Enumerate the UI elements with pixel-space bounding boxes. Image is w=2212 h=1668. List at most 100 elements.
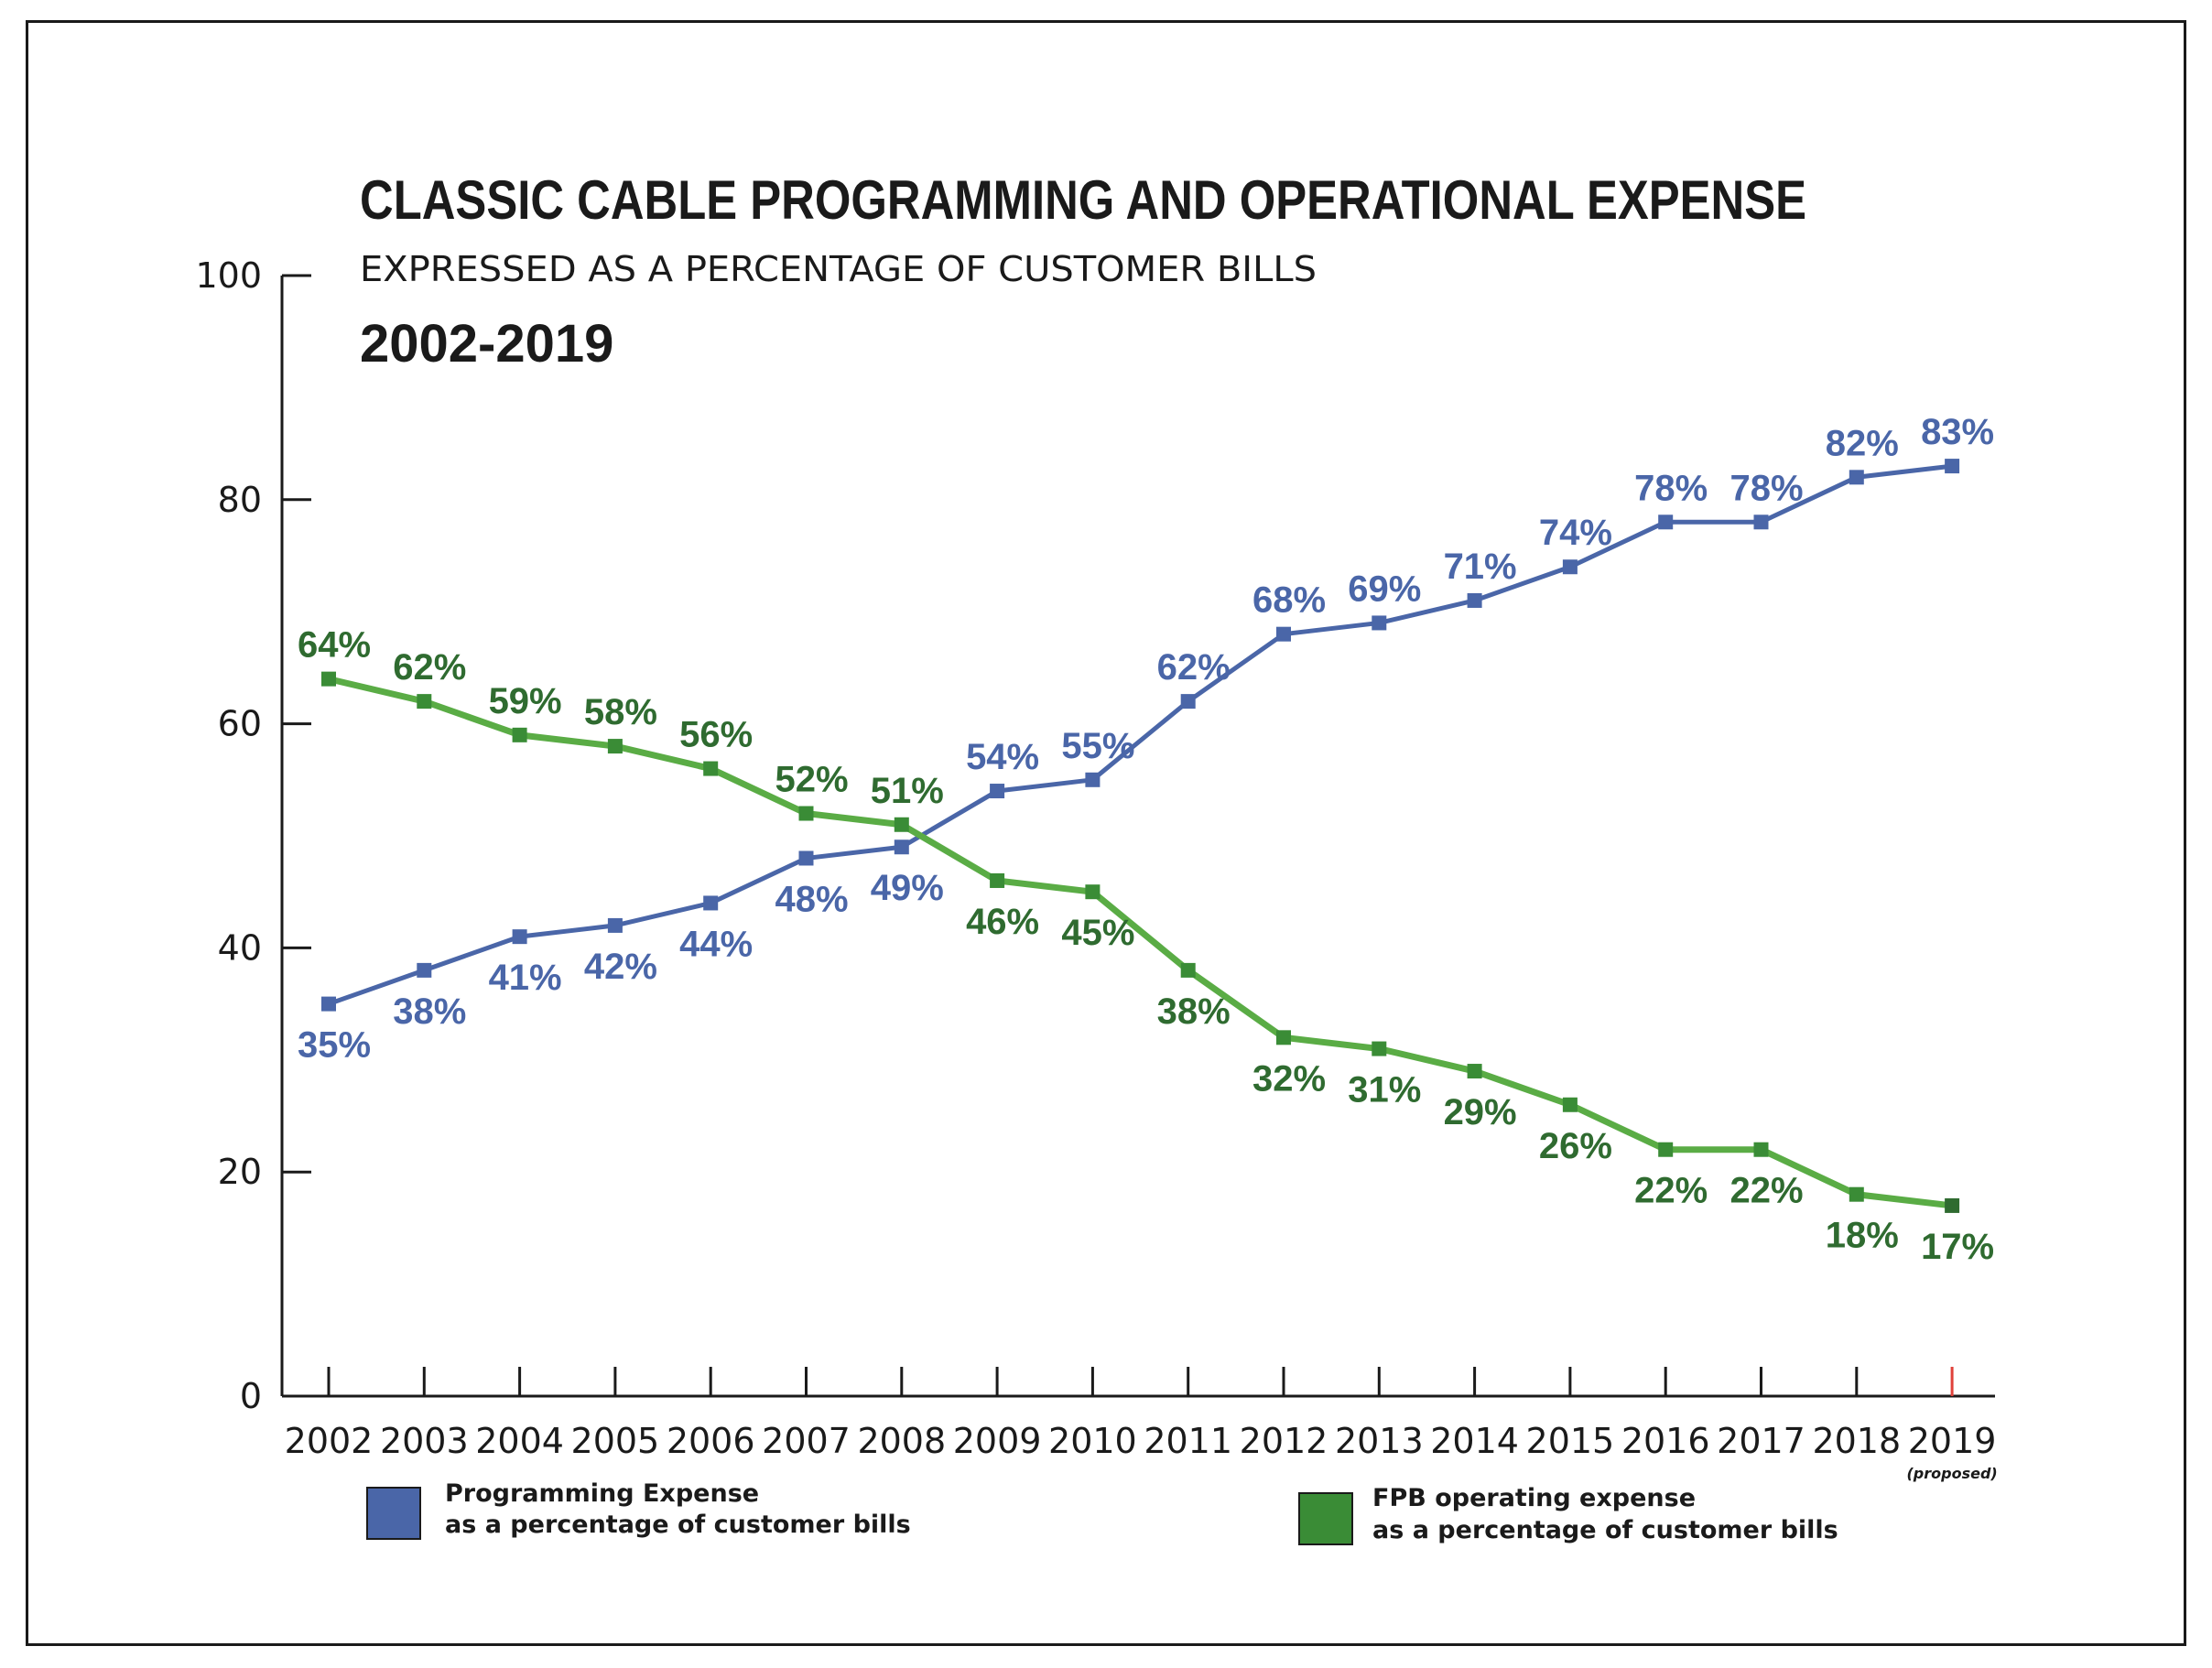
data-point	[894, 817, 909, 832]
data-point	[1658, 514, 1674, 530]
data-point	[321, 996, 336, 1012]
data-point	[417, 962, 432, 978]
data-point	[417, 694, 432, 709]
data-point	[1753, 1142, 1769, 1157]
data-label: 78%	[1634, 468, 1708, 508]
data-label: 68%	[1252, 580, 1326, 621]
legend-swatch-fpb	[1298, 1492, 1353, 1545]
x-tick-label: 2018	[1812, 1421, 1901, 1461]
data-point	[1753, 514, 1769, 530]
axes: 0 20 40 60 80 100 2002 2003 2004 2005 2006 2007 2008…	[195, 255, 1997, 1482]
series-lines	[328, 463, 1953, 1209]
x-tick-label: 2008	[857, 1421, 946, 1461]
data-label: 54%	[966, 737, 1039, 777]
legend-label-fpb: FPB operating expense	[1372, 1484, 1696, 1512]
data-label: 55%	[1061, 726, 1134, 766]
data-label: 69%	[1348, 569, 1421, 609]
data-label: 48%	[775, 879, 848, 919]
data-label: 52%	[775, 760, 848, 800]
data-label: 56%	[679, 715, 753, 755]
data-point	[1085, 884, 1101, 900]
x-tick-label: 2017	[1717, 1421, 1805, 1461]
data-label: 46%	[966, 902, 1039, 942]
x-tick-label: 2014	[1430, 1421, 1519, 1461]
data-point	[1372, 615, 1387, 631]
x-tick-label: 2019	[1908, 1421, 1997, 1461]
data-label: 74%	[1539, 513, 1612, 553]
x-tick-label: 2016	[1621, 1421, 1710, 1461]
data-point	[1849, 470, 1864, 485]
data-label: 38%	[393, 991, 466, 1032]
data-point	[990, 872, 1005, 888]
data-point	[703, 895, 719, 911]
data-point	[1180, 962, 1196, 978]
data-point	[321, 671, 336, 687]
data-point	[1467, 592, 1482, 608]
x-tick-label: 2009	[953, 1421, 1042, 1461]
legend-label-programming: Programming Expense	[445, 1479, 759, 1508]
y-tick-label: 40	[218, 927, 262, 968]
data-label: 22%	[1729, 1171, 1803, 1211]
y-tick-label: 60	[218, 704, 262, 744]
x-tick-label: 2005	[571, 1421, 660, 1461]
y-tick-label: 100	[195, 255, 262, 296]
data-label: 62%	[1157, 647, 1231, 688]
data-point	[1276, 626, 1291, 642]
data-label: 17%	[1921, 1227, 1994, 1267]
data-label: 26%	[1539, 1126, 1612, 1166]
data-point	[1658, 1142, 1674, 1157]
data-point	[1849, 1186, 1864, 1202]
data-point	[607, 739, 623, 754]
data-label: 64%	[298, 625, 371, 666]
data-point	[1562, 1097, 1578, 1112]
y-tick-label: 20	[218, 1152, 262, 1192]
data-label: 59%	[489, 681, 562, 721]
x-tick-label: 2007	[762, 1421, 851, 1461]
data-point	[1180, 694, 1196, 709]
x-tick-label: 2003	[380, 1421, 469, 1461]
data-label: 41%	[489, 958, 562, 998]
data-label: 51%	[871, 771, 944, 811]
x-tick-label: 2012	[1240, 1421, 1328, 1461]
data-label: 38%	[1157, 991, 1231, 1032]
data-point	[1085, 772, 1101, 787]
data-point	[798, 806, 814, 821]
x-tick-label: 2010	[1048, 1421, 1137, 1461]
legend-swatch-programming	[366, 1487, 421, 1540]
data-label: 42%	[584, 947, 657, 987]
data-point	[512, 929, 527, 945]
data-label: 83%	[1921, 412, 1994, 452]
legend: Programming Expense as a percentage of c…	[366, 1479, 1838, 1545]
x-tick-label: 2004	[475, 1421, 564, 1461]
data-label: 49%	[871, 868, 944, 908]
chart-subtitle: EXPRESSED AS A PERCENTAGE OF CUSTOMER BI…	[360, 249, 1317, 289]
data-point	[512, 727, 527, 742]
data-label: 62%	[393, 647, 466, 688]
data-label: 29%	[1444, 1092, 1517, 1132]
data-point	[1945, 459, 1960, 474]
x-tick-label: 2006	[667, 1421, 755, 1461]
data-label: 71%	[1444, 547, 1517, 587]
data-point	[1945, 1197, 1960, 1213]
data-label: 18%	[1826, 1216, 1899, 1256]
series-line-programming	[328, 463, 1953, 1006]
data-point	[1276, 1030, 1291, 1045]
data-point	[607, 917, 623, 933]
data-label: 44%	[679, 924, 753, 964]
x-tick-label: 2011	[1144, 1421, 1232, 1461]
line-chart: CLASSIC CABLE PROGRAMMING AND OPERATIONA…	[195, 169, 1998, 1545]
series-line-fpb	[328, 676, 1953, 1209]
data-point	[1467, 1064, 1482, 1079]
data-label: 32%	[1252, 1058, 1326, 1099]
x-tick-label: 2002	[285, 1421, 374, 1461]
data-point	[1372, 1041, 1387, 1056]
data-labels: 35% 38% 41% 42% 44% 48% 49% 54% 55% 62% 68% 69% 71% 7…	[298, 412, 1994, 1267]
chart-title: CLASSIC CABLE PROGRAMMING AND OPERATIONA…	[360, 169, 1806, 231]
data-point	[798, 850, 814, 866]
data-label: 82%	[1826, 423, 1899, 463]
data-label: 45%	[1061, 913, 1134, 953]
chart-frame: CLASSIC CABLE PROGRAMMING AND OPERATIONA…	[26, 20, 2186, 1646]
legend-label-fpb-line2: as a percentage of customer bills	[1372, 1516, 1838, 1544]
data-point	[703, 761, 719, 776]
x-tick-label: 2013	[1335, 1421, 1424, 1461]
